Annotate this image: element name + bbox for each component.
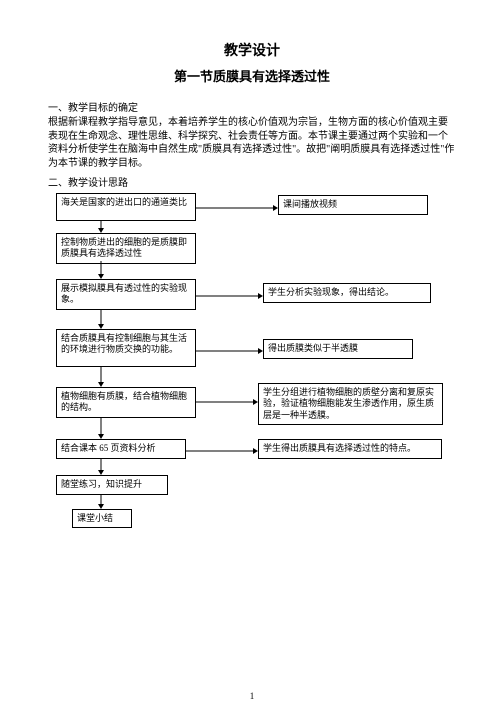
flow-box-left-2: 展示模拟膜具有透过性的实验现象。 bbox=[56, 279, 196, 310]
flowchart: 海关是国家的进出口的通道类比控制物质进出的细胞的是质膜即质膜具有选择透过性展示模… bbox=[48, 193, 456, 593]
down-arrow-1 bbox=[98, 261, 104, 279]
section1-heading: 一、教学目标的确定 bbox=[48, 99, 456, 114]
down-arrow-0 bbox=[98, 221, 104, 233]
down-arrow-5 bbox=[98, 459, 104, 475]
flow-box-left-6: 随堂练习，知识提升 bbox=[56, 475, 168, 495]
down-arrow-2 bbox=[98, 309, 104, 329]
flow-box-left-7: 课堂小结 bbox=[72, 509, 132, 528]
flow-box-left-1: 控制物质进出的细胞的是质膜即质膜具有选择透过性 bbox=[56, 233, 196, 264]
flow-box-left-3: 结合质膜具有控制细胞与其生活的环境进行物质交换的功能。 bbox=[56, 329, 196, 367]
flow-box-right-1: 学生分析实验现象，得出结论。 bbox=[263, 283, 431, 303]
section2-heading: 二、教学设计思路 bbox=[48, 174, 456, 189]
flow-box-left-5: 结合课本 65 页资料分析 bbox=[56, 439, 186, 459]
flow-box-right-0: 课间播放视频 bbox=[278, 195, 428, 215]
flow-box-right-2: 得出质膜类似于半透膜 bbox=[263, 339, 413, 359]
sub-title: 第一节质膜具有选择透过性 bbox=[48, 66, 456, 85]
down-arrow-6 bbox=[98, 495, 104, 509]
flow-box-left-4: 植物细胞有质膜，结合植物细胞的结构。 bbox=[56, 387, 196, 418]
flow-box-left-0: 海关是国家的进出口的通道类比 bbox=[56, 193, 196, 221]
flow-box-right-3: 学生分组进行植物细胞的质壁分离和复原实验，验证植物细胞能发生渗透作用，原生质层是… bbox=[258, 383, 443, 425]
right-arrow-4 bbox=[186, 448, 258, 454]
down-arrow-3 bbox=[98, 367, 104, 387]
page-number: 1 bbox=[0, 691, 504, 701]
right-arrow-3 bbox=[196, 399, 258, 405]
flow-box-right-4: 学生得出质膜具有选择透过性的特点。 bbox=[258, 439, 442, 459]
right-arrow-2 bbox=[196, 348, 263, 354]
main-title: 教学设计 bbox=[48, 40, 456, 60]
right-arrow-1 bbox=[196, 293, 263, 299]
right-arrow-0 bbox=[196, 205, 278, 211]
section1-text: 根据新课程教学指导意见，本着培养学生的核心价值观为宗旨，生物方面的核心价值观主要… bbox=[48, 116, 456, 170]
down-arrow-4 bbox=[98, 417, 104, 439]
